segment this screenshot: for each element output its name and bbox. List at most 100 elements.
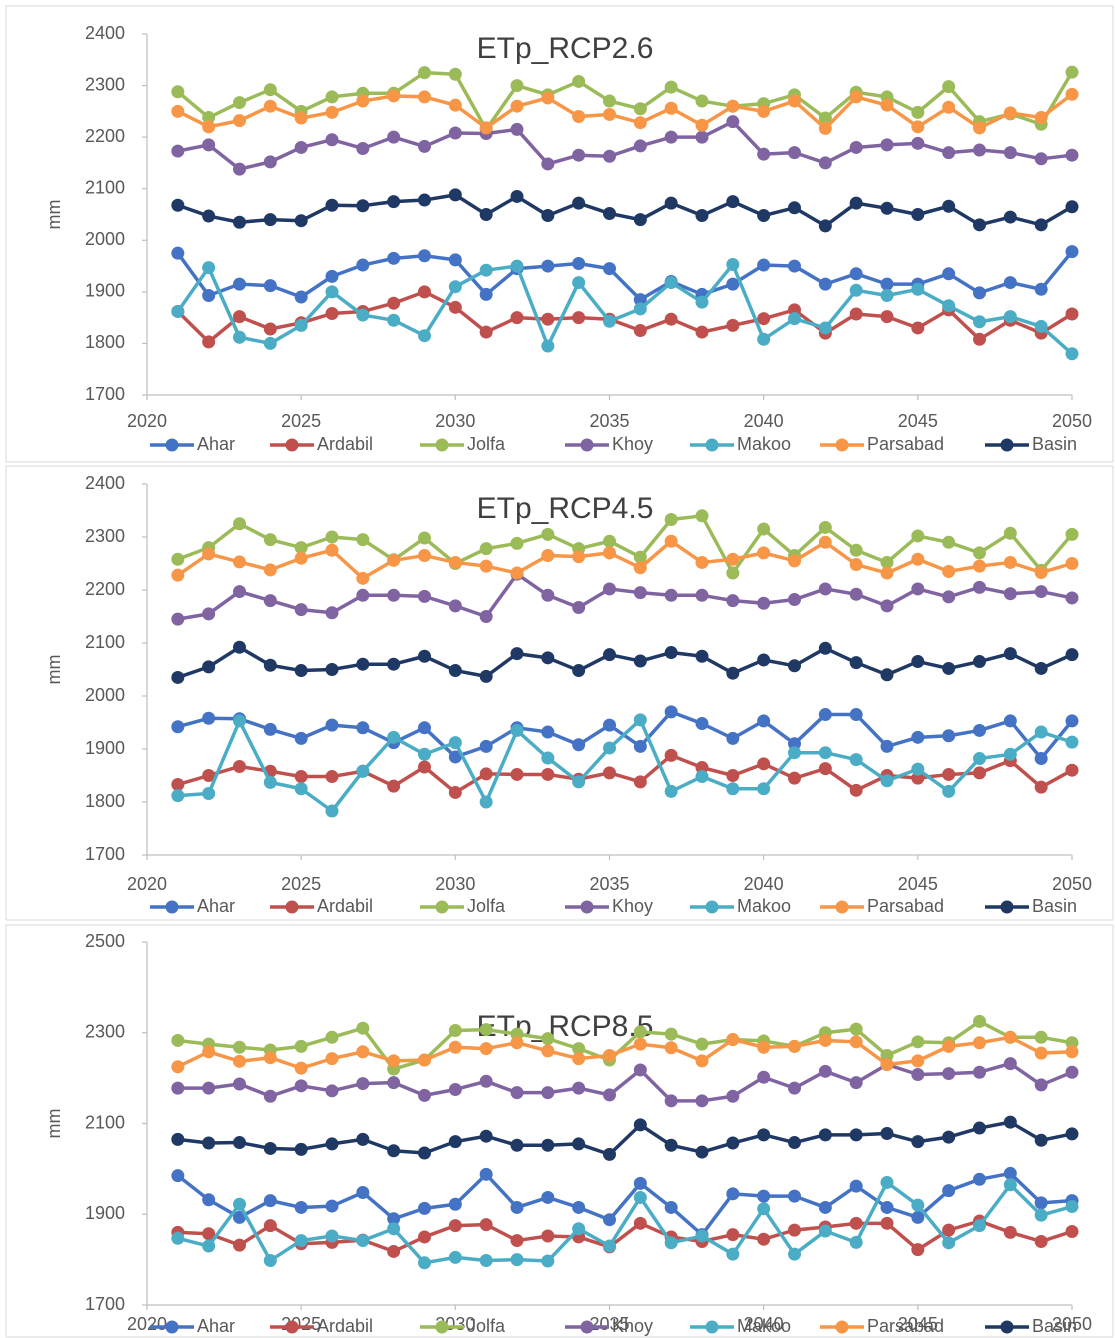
- data-point: [633, 550, 647, 564]
- data-point: [325, 1229, 339, 1243]
- data-point: [1003, 210, 1017, 224]
- data-point: [818, 1200, 832, 1214]
- data-point: [603, 94, 616, 108]
- data-point: [757, 332, 771, 346]
- data-point: [233, 215, 246, 229]
- data-point: [849, 267, 863, 281]
- data-point: [448, 280, 462, 294]
- data-point: [1034, 566, 1048, 580]
- data-point: [911, 1243, 925, 1257]
- data-point: [942, 267, 956, 281]
- legend-label: Jolfa: [467, 434, 506, 454]
- data-point: [1065, 347, 1079, 361]
- y-tick-label: 2000: [85, 229, 125, 249]
- data-point: [911, 208, 925, 221]
- data-point: [263, 722, 277, 736]
- data-point: [541, 1044, 555, 1058]
- data-point: [1065, 1127, 1079, 1141]
- data-point: [572, 311, 586, 325]
- data-point: [1003, 146, 1017, 160]
- data-point: [633, 293, 647, 307]
- data-point: [418, 649, 431, 663]
- data-point: [973, 546, 986, 560]
- data-point: [325, 90, 339, 104]
- x-tick-label: 2045: [898, 1314, 938, 1334]
- series-line: [177, 645, 1073, 680]
- data-point: [387, 195, 401, 209]
- data-point: [479, 559, 493, 573]
- data-point: [695, 761, 709, 775]
- data-point: [294, 1039, 308, 1053]
- data-point: [757, 312, 771, 326]
- data-point: [726, 115, 740, 129]
- data-point: [448, 126, 462, 140]
- data-point: [1065, 307, 1079, 321]
- data-point: [541, 651, 555, 665]
- x-tick-label: 2025: [281, 411, 321, 431]
- data-point: [695, 94, 709, 108]
- data-point: [1065, 1045, 1079, 1059]
- data-point: [664, 748, 678, 762]
- data-point: [171, 720, 185, 734]
- data-point: [1034, 1046, 1048, 1060]
- data-point: [356, 308, 370, 322]
- data-point: [325, 133, 339, 147]
- data-point: [356, 571, 370, 585]
- x-tick-label: 2030: [435, 874, 475, 894]
- data-point: [973, 580, 986, 594]
- data-point: [664, 513, 678, 527]
- data-point: [757, 653, 771, 667]
- data-point: [541, 527, 555, 541]
- data-point: [695, 770, 709, 784]
- data-point: [849, 1216, 863, 1230]
- data-point: [603, 741, 616, 755]
- y-tick-label: 1700: [85, 384, 125, 404]
- data-point: [418, 721, 431, 735]
- data-point: [633, 713, 647, 727]
- data-point: [325, 1199, 339, 1213]
- data-point: [325, 1084, 339, 1098]
- data-point: [603, 206, 616, 220]
- data-point: [603, 1048, 616, 1062]
- data-point: [325, 1030, 339, 1044]
- data-point: [1034, 725, 1048, 739]
- data-point: [695, 1037, 709, 1051]
- series-line: [177, 1120, 1073, 1157]
- data-point: [294, 1142, 308, 1156]
- data-point: [973, 121, 986, 135]
- data-point: [1003, 1178, 1017, 1192]
- data-point: [818, 1033, 832, 1047]
- series-line: [177, 193, 1073, 228]
- data-point: [788, 737, 801, 751]
- data-point: [633, 654, 647, 668]
- data-point: [849, 1179, 863, 1193]
- data-point: [973, 1121, 986, 1135]
- x-tick-label: 2035: [589, 874, 629, 894]
- data-point: [1034, 282, 1048, 296]
- data-point: [510, 1036, 524, 1050]
- data-point: [171, 612, 185, 626]
- data-point: [1034, 661, 1048, 675]
- data-point: [633, 1216, 647, 1230]
- data-point: [664, 1027, 678, 1041]
- x-tick-label: 2045: [898, 874, 938, 894]
- data-point: [818, 111, 832, 125]
- legend-marker: [165, 1320, 179, 1334]
- data-point: [942, 1039, 956, 1053]
- data-point: [202, 787, 216, 801]
- data-point: [911, 582, 925, 596]
- legend-marker: [165, 900, 179, 914]
- data-point: [849, 1022, 863, 1036]
- data-point: [1034, 585, 1048, 599]
- data-point: [942, 1236, 956, 1250]
- series-line: [177, 1180, 1073, 1265]
- data-point: [233, 555, 246, 569]
- data-point: [664, 276, 678, 290]
- data-point: [171, 1231, 185, 1245]
- data-point: [1065, 65, 1079, 79]
- data-point: [973, 766, 986, 780]
- data-point: [541, 91, 555, 105]
- legend-label: Makoo: [737, 1316, 791, 1336]
- data-point: [202, 1136, 216, 1150]
- data-point: [973, 1219, 986, 1233]
